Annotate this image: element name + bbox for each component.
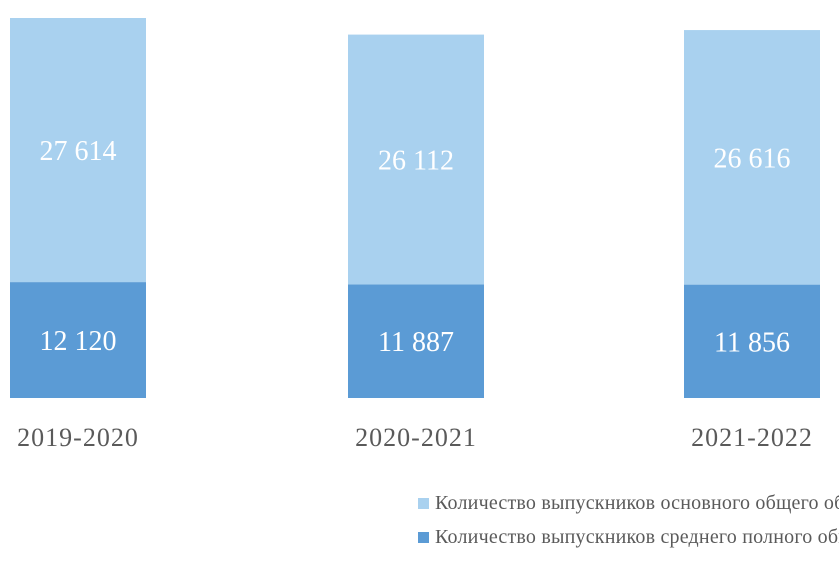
chart-canvas: 12 120 27 614 11 887 26 112 11 856 26 616 201… [10, 18, 820, 452]
legend-label-basic-education: Количество выпускников основного общего … [435, 491, 839, 514]
data-label-2020-2021-series-1: 11 887 [378, 327, 454, 358]
data-label-2021-2022-series-1: 11 856 [714, 327, 790, 358]
x-tick-label-2021-2022: 2021-2022 [691, 423, 813, 452]
bars-layer [10, 18, 820, 398]
bar-segment-2020-2021-series-1 [348, 284, 484, 398]
legend-label-secondary-education: Количество выпускников среднего полного … [435, 525, 839, 548]
data-label-2020-2021-series-0: 26 112 [378, 145, 454, 176]
bar-segment-2019-2020-series-1 [10, 282, 146, 398]
x-axis-tick-labels: 2019-2020 2020-2021 2021-2022 [17, 423, 813, 452]
data-label-2019-2020-series-1: 12 120 [40, 326, 117, 357]
legend-swatch-secondary-education [418, 531, 429, 543]
bar-segment-2020-2021-series-0 [348, 34, 484, 285]
legend-item-basic-education: Количество выпускников основного общего … [418, 486, 839, 520]
legend-item-secondary-education: Количество выпускников среднего полного … [418, 520, 839, 554]
x-tick-label-2020-2021: 2020-2021 [355, 423, 477, 452]
data-label-2019-2020-series-0: 27 614 [40, 136, 117, 167]
bar-segment-2021-2022-series-1 [684, 284, 820, 398]
x-tick-label-2019-2020: 2019-2020 [17, 423, 139, 452]
bar-segment-2019-2020-series-0 [10, 18, 146, 283]
data-label-2021-2022-series-0: 26 616 [714, 143, 791, 174]
chart-legend: Количество выпускников основного общего … [418, 486, 839, 554]
legend-swatch-basic-education [418, 497, 429, 509]
data-labels-layer: 12 120 27 614 11 887 26 112 11 856 26 616 [40, 136, 791, 358]
bar-segment-2021-2022-series-0 [684, 30, 820, 285]
